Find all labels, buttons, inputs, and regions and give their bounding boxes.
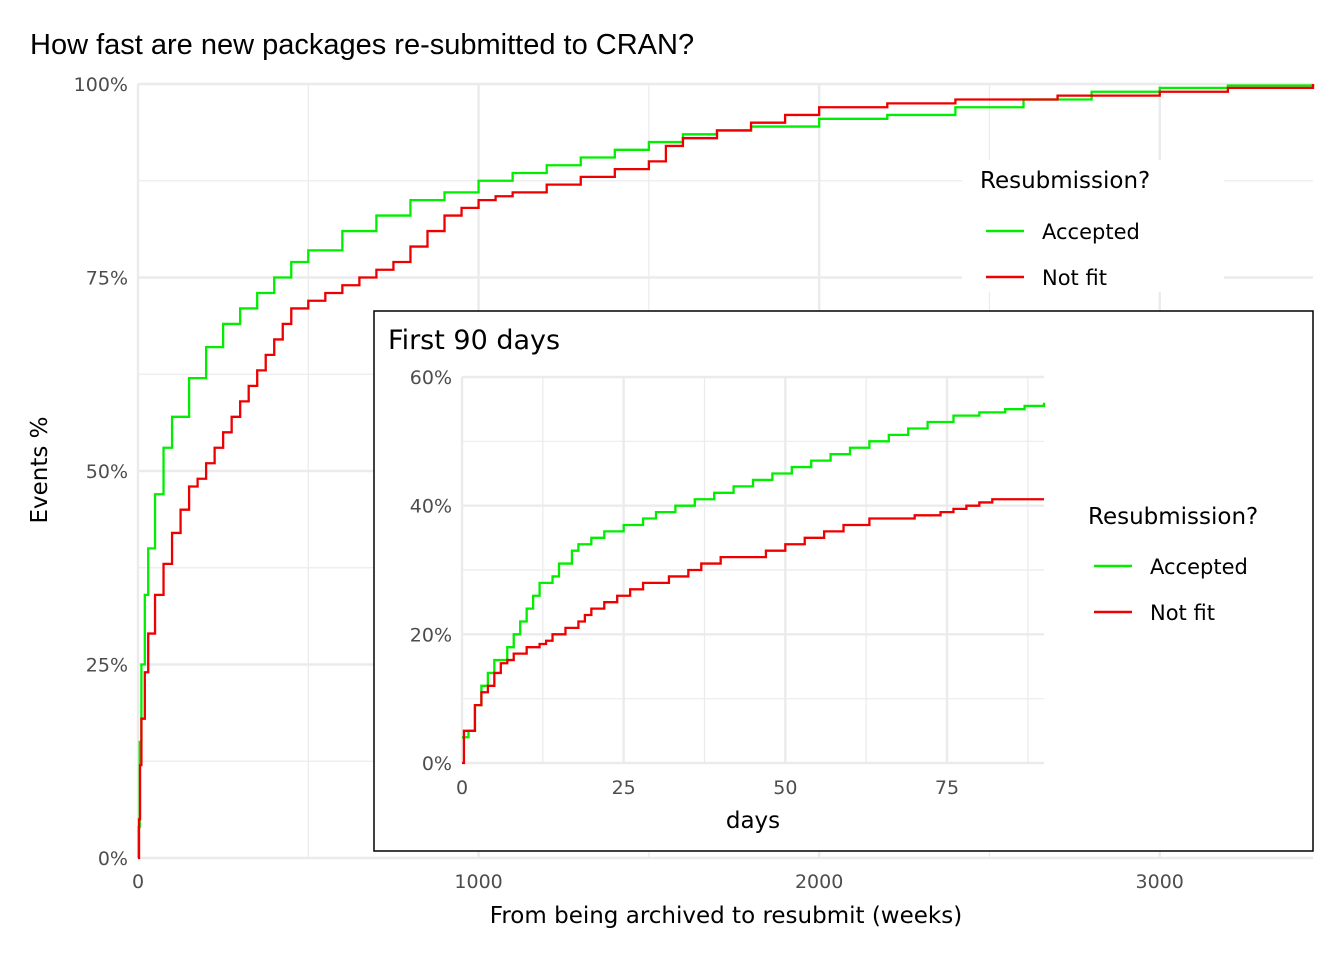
main-y-tick-label: 75% [86, 268, 128, 290]
main-y-tick-label: 0% [98, 848, 128, 870]
inset-x-tick-label: 50 [773, 777, 797, 799]
inset-legend-title: Resubmission? [1088, 504, 1258, 530]
main-x-tick-label: 1000 [454, 871, 502, 893]
inset-grid-major [460, 375, 1044, 765]
inset-y-tick-label: 20% [410, 624, 452, 646]
main-x-tick-labels: 0 1000 2000 3000 [132, 871, 1184, 893]
inset-x-tick-labels: 0 25 50 75 [456, 777, 959, 799]
main-y-tick-label: 50% [86, 461, 128, 483]
main-series-accepted [137, 84, 1315, 860]
inset-series-not-fit [462, 498, 1044, 765]
main-x-tick-label: 3000 [1136, 871, 1184, 893]
main-y-tick-label: 100% [74, 74, 128, 96]
main-legend-title: Resubmission? [980, 168, 1150, 194]
main-y-tick-label: 25% [86, 655, 128, 677]
inset-y-tick-label: 0% [422, 753, 452, 775]
main-y-tick-labels: 0% 25% 50% 75% 100% [74, 74, 128, 870]
inset-legend-label-accepted: Accepted [1150, 555, 1248, 579]
inset-x-tick-label: 25 [612, 777, 636, 799]
x-axis-title: From being archived to resubmit (weeks) [490, 903, 962, 929]
main-x-tick-label: 0 [132, 871, 144, 893]
inset-panel: First 90 days 0 25 50 75 0% 20% 40% 60% days R… [373, 310, 1314, 852]
chart-title: How fast are new packages re-submitted t… [30, 29, 694, 61]
inset-y-tick-label: 40% [410, 496, 452, 518]
inset-border [373, 310, 1314, 852]
inset-title: First 90 days [388, 325, 560, 356]
inset-series [462, 402, 1046, 765]
inset-x-tick-label: 0 [456, 777, 468, 799]
main-legend-label-not-fit: Not fit [1042, 266, 1107, 290]
inset-series-accepted [462, 402, 1046, 739]
main-series [137, 84, 1315, 860]
main-legend-label-accepted: Accepted [1042, 220, 1140, 244]
main-x-tick-label: 2000 [795, 871, 843, 893]
inset-legend: Resubmission? Accepted Not fit [1088, 504, 1258, 625]
inset-legend-label-not-fit: Not fit [1150, 601, 1215, 625]
main-legend: Resubmission? Accepted Not fit [962, 160, 1224, 292]
y-axis-title: Events % [27, 416, 53, 523]
inset-x-tick-label: 75 [935, 777, 959, 799]
inset-y-tick-labels: 0% 20% 40% 60% [410, 367, 452, 775]
main-series-not-fit [137, 84, 1315, 860]
inset-y-tick-label: 60% [410, 367, 452, 389]
inset-x-axis-title: days [726, 808, 780, 834]
main-legend-background [962, 160, 1224, 292]
